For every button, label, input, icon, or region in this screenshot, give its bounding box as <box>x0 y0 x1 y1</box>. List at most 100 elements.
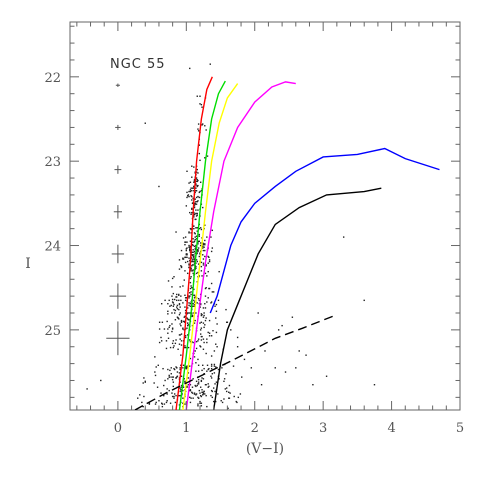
data-point <box>198 233 201 236</box>
data-point <box>217 393 219 395</box>
data-point <box>180 266 183 269</box>
data-point <box>204 319 207 322</box>
data-point <box>195 212 197 215</box>
data-point <box>199 345 201 347</box>
data-point <box>193 250 196 253</box>
data-point <box>232 365 235 367</box>
data-point <box>180 390 182 393</box>
data-point <box>198 255 201 258</box>
data-point <box>190 285 192 287</box>
series-line-2 <box>178 80 226 410</box>
data-point <box>199 103 201 105</box>
data-point <box>186 385 188 388</box>
data-point <box>206 155 209 157</box>
data-point <box>169 305 171 307</box>
data-point <box>193 260 195 263</box>
data-point <box>197 128 199 130</box>
data-point <box>199 386 202 388</box>
data-point <box>228 397 231 399</box>
data-point <box>190 228 192 231</box>
data-point <box>188 264 190 266</box>
data-point <box>201 389 203 391</box>
data-point <box>176 293 178 296</box>
data-point <box>173 393 176 395</box>
data-point <box>194 248 196 250</box>
data-point <box>189 248 191 250</box>
data-point <box>205 265 207 267</box>
data-point <box>186 322 189 324</box>
data-point <box>180 333 183 335</box>
data-point <box>184 243 186 246</box>
data-point <box>202 258 205 260</box>
data-point <box>189 189 192 191</box>
data-point <box>191 251 193 253</box>
data-point <box>194 319 196 322</box>
data-point <box>257 312 259 314</box>
data-point <box>197 249 199 251</box>
data-point <box>197 338 200 340</box>
data-point <box>180 344 183 346</box>
data-point <box>192 244 194 247</box>
data-point <box>191 176 193 178</box>
data-point <box>184 236 187 238</box>
data-point <box>186 241 188 243</box>
data-point <box>173 395 175 398</box>
data-point <box>168 299 170 302</box>
data-point <box>176 316 179 318</box>
data-point <box>162 367 164 370</box>
data-point <box>176 296 178 298</box>
error-bar <box>115 124 121 130</box>
data-point <box>189 67 191 70</box>
data-point <box>224 388 227 390</box>
data-point <box>197 263 200 265</box>
data-point <box>223 380 225 383</box>
data-point <box>193 297 196 299</box>
data-point <box>208 260 211 263</box>
data-point <box>166 320 168 323</box>
data-point <box>196 185 198 188</box>
data-point <box>188 263 190 265</box>
data-point <box>186 195 189 197</box>
data-point <box>189 249 191 251</box>
data-point <box>215 331 218 334</box>
data-point <box>186 312 189 314</box>
data-point <box>195 340 198 343</box>
data-point <box>168 376 170 378</box>
data-point <box>190 270 192 272</box>
data-point <box>183 316 185 318</box>
data-point <box>203 246 205 248</box>
data-point <box>182 386 185 388</box>
data-point <box>199 303 202 305</box>
data-point <box>193 190 195 192</box>
data-point <box>196 260 198 263</box>
data-point <box>179 368 181 371</box>
data-point <box>190 187 192 189</box>
data-point <box>196 227 198 229</box>
data-point <box>199 227 202 229</box>
data-point <box>221 401 224 404</box>
data-point <box>197 364 200 366</box>
data-point <box>227 407 229 410</box>
data-point <box>206 338 208 340</box>
data-point <box>198 196 201 199</box>
data-point <box>312 384 314 386</box>
data-point <box>174 319 177 321</box>
data-point <box>210 377 213 379</box>
data-point <box>206 364 209 366</box>
data-point <box>178 313 181 316</box>
data-point <box>200 395 203 398</box>
data-point <box>236 336 239 339</box>
data-point <box>195 218 197 221</box>
data-point <box>202 394 204 396</box>
data-point <box>208 319 211 322</box>
data-point <box>196 168 198 171</box>
data-point <box>180 265 182 267</box>
data-point <box>137 397 139 399</box>
data-point <box>180 389 182 391</box>
data-point <box>199 252 201 254</box>
data-point <box>185 248 188 250</box>
data-point <box>207 386 209 388</box>
data-point <box>202 316 205 318</box>
data-point <box>194 384 196 387</box>
